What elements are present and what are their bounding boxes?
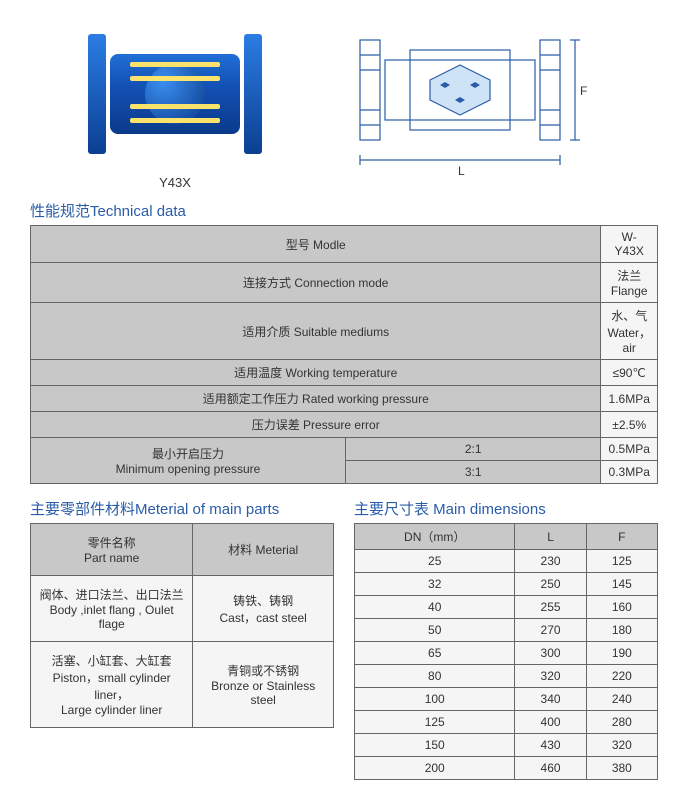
dim-L: 460	[515, 757, 586, 780]
dim-header-F: F	[586, 524, 657, 550]
dim-F: 190	[586, 642, 657, 665]
dim-F: 380	[586, 757, 657, 780]
dim-dn: 80	[355, 665, 515, 688]
tech-label: 连接方式 Connection mode	[31, 263, 601, 303]
bolt-icon	[130, 62, 220, 67]
dimensions-table: DN（mm） L F 25 230 125 32 250 145 40 255 160…	[354, 523, 658, 780]
bolt-icon	[130, 76, 220, 81]
figures-row: Y43X	[30, 10, 658, 190]
dim-L: 400	[515, 711, 586, 734]
mat-header-mat: 材料 Meterial	[193, 524, 334, 576]
mat-part: 阀体、进口法兰、出口法兰Body ,inlet flang , Oulet fl…	[31, 576, 193, 642]
tech-value: 1.6MPa	[601, 386, 658, 412]
tech-label: 最小开启压力Minimum opening pressure	[31, 438, 346, 484]
dim-F: 160	[586, 596, 657, 619]
dim-F: 280	[586, 711, 657, 734]
tech-value: 0.3MPa	[601, 461, 658, 484]
dim-F: 180	[586, 619, 657, 642]
dim-F: 145	[586, 573, 657, 596]
dim-L: 320	[515, 665, 586, 688]
dim-dn: 50	[355, 619, 515, 642]
dim-header-dn: DN（mm）	[355, 524, 515, 550]
dim-L: 255	[515, 596, 586, 619]
dim-header-L: L	[515, 524, 586, 550]
tech-section-title: 性能规范Technical data	[30, 200, 658, 221]
technical-drawing: L F	[330, 10, 590, 190]
dim-F: 320	[586, 734, 657, 757]
tech-value: W-Y43X	[601, 226, 658, 263]
dimensions-column: 主要尺寸表 Main dimensions DN（mm） L F 25 230 1…	[354, 490, 658, 780]
dim-dn: 125	[355, 711, 515, 734]
photo-caption: Y43X	[80, 175, 270, 190]
dim-L: 230	[515, 550, 586, 573]
dimensions-section-title: 主要尺寸表 Main dimensions	[354, 498, 658, 519]
bottom-two-columns: 主要零部件材料Meterial of main parts 零件名称Part n…	[30, 490, 658, 780]
tech-value: 水、气 Water，air	[601, 303, 658, 360]
dim-dn: 32	[355, 573, 515, 596]
valve-mid-shape	[145, 64, 205, 124]
tech-value: 0.5MPa	[601, 438, 658, 461]
dim-dn: 100	[355, 688, 515, 711]
dim-dn: 25	[355, 550, 515, 573]
dim-L: 300	[515, 642, 586, 665]
materials-section-title: 主要零部件材料Meterial of main parts	[30, 498, 334, 519]
valve-body-shape	[110, 54, 240, 134]
dim-F: 125	[586, 550, 657, 573]
bolt-icon	[130, 118, 220, 123]
dim-dn: 65	[355, 642, 515, 665]
valve-photo	[80, 19, 270, 169]
bolt-icon	[130, 104, 220, 109]
mat-header-part: 零件名称Part name	[31, 524, 193, 576]
dim-L: 250	[515, 573, 586, 596]
dim-label-L: L	[458, 164, 465, 178]
dim-label-F: F	[580, 84, 587, 98]
dim-F: 240	[586, 688, 657, 711]
mat-mat: 铸铁、铸钢Cast，cast steel	[193, 576, 334, 642]
tech-value: 法兰 Flange	[601, 263, 658, 303]
dim-dn: 150	[355, 734, 515, 757]
materials-column: 主要零部件材料Meterial of main parts 零件名称Part n…	[30, 490, 334, 780]
tech-value: ±2.5%	[601, 412, 658, 438]
valve-photo-block: Y43X	[80, 19, 270, 190]
tech-ratio: 3:1	[345, 461, 601, 484]
dim-F: 220	[586, 665, 657, 688]
mat-mat: 青铜或不锈钢Bronze or Stainless steel	[193, 642, 334, 728]
materials-table: 零件名称Part name 材料 Meterial阀体、进口法兰、出口法兰Bod…	[30, 523, 334, 728]
tech-label: 适用额定工作压力 Rated working pressure	[31, 386, 601, 412]
technical-data-table: 型号 Modle W-Y43X连接方式 Connection mode 法兰 F…	[30, 225, 658, 484]
dim-L: 340	[515, 688, 586, 711]
mat-part: 活塞、小缸套、大缸套Piston，small cylinder liner，La…	[31, 642, 193, 728]
drawing-svg: L F	[330, 10, 590, 190]
tech-ratio: 2:1	[345, 438, 601, 461]
tech-label: 压力误差 Pressure error	[31, 412, 601, 438]
dim-L: 270	[515, 619, 586, 642]
tech-label: 适用温度 Working temperature	[31, 360, 601, 386]
tech-label: 适用介质 Suitable mediums	[31, 303, 601, 360]
tech-value: ≤90℃	[601, 360, 658, 386]
dim-dn: 200	[355, 757, 515, 780]
dim-L: 430	[515, 734, 586, 757]
dim-dn: 40	[355, 596, 515, 619]
tech-label: 型号 Modle	[31, 226, 601, 263]
